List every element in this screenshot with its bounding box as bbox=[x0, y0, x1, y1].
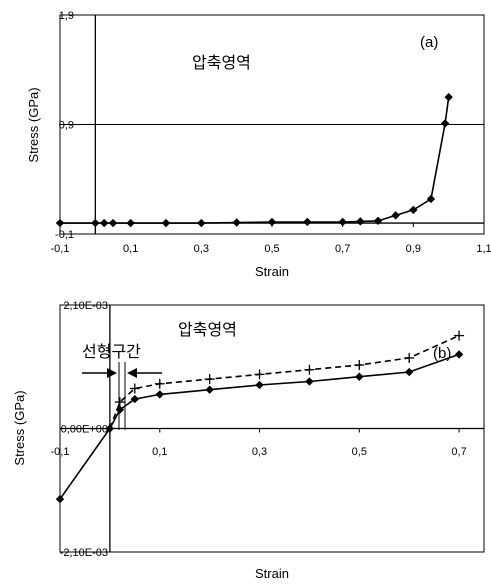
series-line-a-0 bbox=[60, 96, 450, 224]
data-point-b-0-3 bbox=[130, 394, 140, 404]
y-tick-label-a-2: 1,9 bbox=[59, 10, 74, 22]
linear-region-arrowhead-right bbox=[127, 368, 137, 378]
data-point-a-0-5 bbox=[161, 218, 171, 228]
y-tick-labels-a: -0,1 0,9 1,9 bbox=[55, 10, 74, 241]
data-point-a-0-2 bbox=[99, 218, 109, 228]
data-point-b-1-6 bbox=[304, 364, 315, 375]
x-axis-label-b: Strain bbox=[255, 566, 289, 581]
gridlines-a bbox=[60, 14, 484, 125]
data-point-a-0-12 bbox=[373, 216, 383, 226]
data-point-a-0-17 bbox=[444, 92, 453, 102]
data-point-b-0-8 bbox=[355, 372, 364, 381]
y-tick-label-a-0: -0,1 bbox=[55, 229, 74, 241]
data-point-b-1-4 bbox=[204, 374, 215, 385]
annotation-a: 압축영역 bbox=[192, 53, 251, 72]
x-tick-label-a-2: 0,3 bbox=[194, 243, 209, 255]
series-b bbox=[55, 330, 465, 504]
x-tick-label-b-1: 0,1 bbox=[152, 446, 167, 458]
data-point-b-0-6 bbox=[255, 380, 264, 390]
data-point-b-1-2 bbox=[129, 383, 140, 394]
panel-label-a: (a) bbox=[420, 34, 438, 51]
x-tick-label-b-0: -0,1 bbox=[51, 446, 70, 458]
data-point-b-0-4 bbox=[155, 390, 164, 399]
data-point-b-1-7 bbox=[354, 359, 365, 370]
data-point-a-0-9 bbox=[303, 217, 312, 227]
data-point-a-0-6 bbox=[197, 218, 206, 228]
data-point-a-0-1 bbox=[91, 218, 100, 228]
data-point-b-1-8 bbox=[404, 352, 415, 363]
y-axis-label-b: Stress (GPa) bbox=[12, 390, 27, 465]
data-point-a-0-13 bbox=[391, 211, 400, 220]
y-tick-label-b-1: 0,00E+00 bbox=[61, 424, 108, 436]
data-point-b-0-10 bbox=[454, 350, 464, 359]
x-tick-label-b-4: 0,7 bbox=[451, 446, 466, 458]
linear-region-arrowhead-left bbox=[107, 368, 117, 378]
x-tick-label-a-6: 1,1 bbox=[476, 243, 491, 255]
data-point-b-0-7 bbox=[305, 377, 314, 386]
data-point-b-0-0 bbox=[55, 494, 65, 504]
data-point-b-1-1 bbox=[114, 397, 125, 408]
panel-label-b: (b) bbox=[433, 345, 451, 362]
x-tick-label-a-0: -0,1 bbox=[51, 243, 70, 255]
data-point-a-0-0 bbox=[55, 218, 65, 228]
data-point-a-0-14 bbox=[409, 205, 418, 215]
data-point-b-1-3 bbox=[154, 378, 165, 389]
series-a bbox=[55, 92, 453, 228]
data-point-b-1-0 bbox=[104, 423, 115, 434]
series-line-b-1 bbox=[109, 334, 460, 429]
data-point-a-0-4 bbox=[126, 218, 135, 228]
x-tick-label-a-3: 0,5 bbox=[264, 243, 279, 255]
x-tick-labels-a: -0,1 0,1 0,3 0,5 0,7 0,9 1,1 bbox=[51, 243, 491, 255]
data-point-a-0-11 bbox=[356, 217, 365, 226]
data-point-b-1-9 bbox=[454, 330, 465, 341]
data-point-a-0-15 bbox=[426, 194, 436, 204]
data-point-b-1-5 bbox=[254, 369, 265, 380]
y-tick-label-a-1: 0,9 bbox=[59, 120, 74, 132]
y-axis-label-a: Stress (GPa) bbox=[26, 87, 41, 162]
data-point-a-0-7 bbox=[232, 218, 241, 227]
data-point-b-0-9 bbox=[404, 367, 414, 377]
chart-panel-b: -0,1 0,1 0,3 0,5 0,7 -2,10E-03 0,00E+00 2,10E-… bbox=[12, 300, 485, 581]
annotation-b: 압축영역 bbox=[178, 320, 237, 339]
x-tick-label-b-2: 0,3 bbox=[252, 446, 267, 458]
y-tick-labels-b: -2,10E-03 0,00E+00 2,10E-03 bbox=[60, 300, 108, 559]
linear-region-arrows bbox=[82, 362, 162, 430]
chart-panel-a: -0,1 0,1 0,3 0,5 0,7 0,9 1,1 -0,1 0,9 1,9 Strain… bbox=[26, 10, 491, 279]
data-point-b-0-5 bbox=[205, 385, 214, 394]
x-tick-label-a-5: 0,9 bbox=[406, 243, 421, 255]
x-tick-label-a-1: 0,1 bbox=[123, 243, 138, 255]
x-tick-label-b-3: 0,5 bbox=[352, 446, 367, 458]
data-point-a-0-3 bbox=[108, 218, 118, 228]
linear-region-label: 선형구간 bbox=[82, 342, 141, 361]
data-point-a-0-16 bbox=[440, 119, 450, 128]
x-tick-labels-b: -0,1 0,1 0,3 0,5 0,7 bbox=[51, 446, 467, 458]
y-tick-label-b-2: 2,10E-03 bbox=[63, 300, 108, 312]
y-tick-label-b-0: -2,10E-03 bbox=[60, 547, 108, 559]
x-axis-label-a: Strain bbox=[255, 264, 289, 279]
x-tick-label-a-4: 0,7 bbox=[335, 243, 350, 255]
data-point-a-0-10 bbox=[338, 217, 347, 227]
data-point-a-0-8 bbox=[267, 217, 277, 227]
